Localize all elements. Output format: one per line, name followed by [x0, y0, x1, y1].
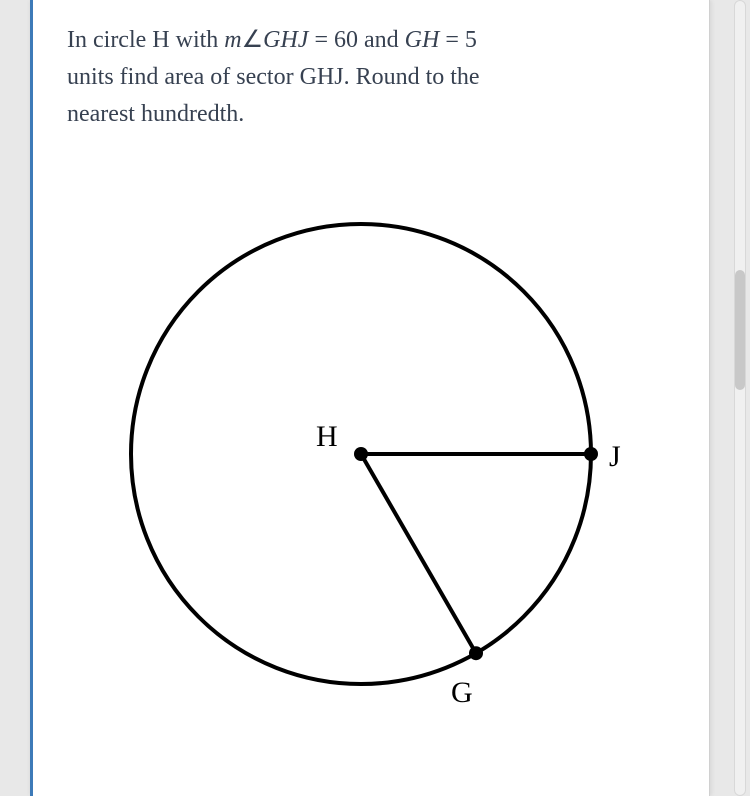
point-H	[354, 447, 368, 461]
text-prefix: In circle H with	[67, 27, 224, 53]
radius-label: GH	[405, 27, 440, 53]
circle-diagram: H J G	[91, 194, 651, 714]
diagram-container: H J G	[67, 194, 675, 714]
point-G	[469, 646, 483, 660]
problem-statement: In circle H with m∠GHJ = 60 and GH = 5 u…	[67, 22, 675, 134]
and-text: and	[358, 27, 405, 53]
label-J: J	[609, 440, 621, 473]
scrollbar-track[interactable]	[734, 0, 746, 796]
scrollbar-thumb[interactable]	[735, 270, 745, 390]
text-line3: nearest hundredth.	[67, 101, 244, 127]
label-G: G	[451, 676, 473, 709]
text-line2: units find area of sector GHJ. Round to …	[67, 64, 480, 90]
label-H: H	[316, 420, 338, 453]
eq2: =	[439, 27, 465, 53]
m-symbol: m	[224, 27, 241, 53]
angle-label: GHJ	[263, 27, 308, 53]
point-J	[584, 447, 598, 461]
radius-value: 5	[465, 27, 477, 53]
problem-card: In circle H with m∠GHJ = 60 and GH = 5 u…	[30, 0, 710, 796]
radius-HG	[361, 454, 476, 653]
angle-symbol: ∠	[242, 27, 264, 53]
angle-value: 60	[334, 27, 358, 53]
eq1: =	[308, 27, 334, 53]
